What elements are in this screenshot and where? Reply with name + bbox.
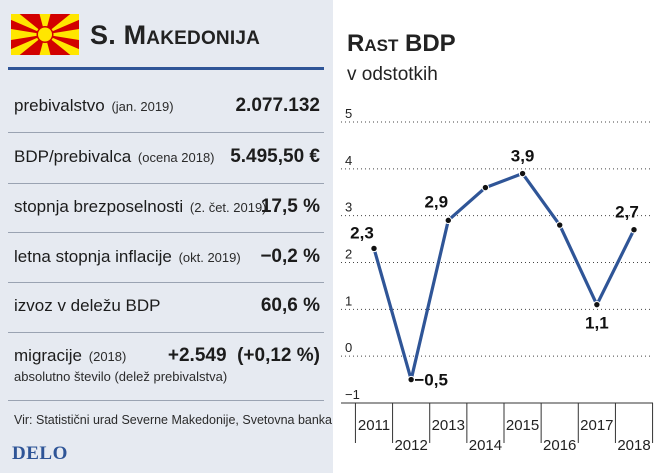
stat-label: stopnja brezposelnosti (2. čet. 2019) <box>14 197 267 217</box>
stat-label-text: izvoz v deležu BDP <box>14 296 161 315</box>
data-label: 1,1 <box>585 314 609 333</box>
data-point <box>370 244 378 253</box>
stat-note: (2. čet. 2019) <box>189 200 267 215</box>
stat-sublabel: absolutno število (delež prebivalstva) <box>14 369 228 384</box>
data-label: −0,5 <box>414 371 448 390</box>
data-point <box>556 221 564 229</box>
data-point <box>481 183 490 192</box>
row-divider <box>8 232 324 233</box>
chart-subtitle: v odstotkih <box>347 64 438 85</box>
chart-title: Rast BDP <box>347 30 456 57</box>
stat-row-population: prebivalstvo (jan. 2019) 2.077.132 <box>14 95 320 148</box>
delo-logo: DELO <box>12 443 68 464</box>
country-title: S. Makedonija <box>90 20 261 50</box>
stat-row-unemployment: stopnja brezposelnosti (2. čet. 2019) 17… <box>14 196 320 249</box>
flag-ray <box>11 14 45 35</box>
source-note: Vir: Statistični urad Severne Makedonije… <box>14 413 333 427</box>
data-label: 2,9 <box>424 192 448 211</box>
stat-value: 5.495,50 € <box>230 146 320 167</box>
stat-label-text: BDP/prebivalca <box>14 147 132 166</box>
y-tick-label: 4 <box>345 153 352 168</box>
y-tick-label: 0 <box>345 340 352 355</box>
x-tick-label: 2011 <box>358 417 390 434</box>
y-tick-label: 1 <box>345 293 352 308</box>
data-label: 2,7 <box>615 203 639 222</box>
x-tick-label: 2016 <box>543 437 576 454</box>
stat-row-gdp-per-capita: BDP/prebivalca (ocena 2018) 5.495,50 € <box>14 146 320 199</box>
data-point <box>518 169 527 178</box>
stat-label-text: migracije <box>14 346 83 365</box>
stat-row-inflation: letna stopnja inflacije (okt. 2019) −0,2… <box>14 246 320 299</box>
row-divider <box>8 282 324 283</box>
x-tick-label: 2012 <box>394 437 427 454</box>
x-tick-label: 2013 <box>432 417 465 434</box>
x-tick-label: 2014 <box>469 437 502 454</box>
data-label: 3,9 <box>511 147 535 166</box>
label-layer: 2,3 −0,5 2,9 3,9 1,1 2,7 <box>350 147 639 390</box>
stat-label: migracije (2018) <box>14 346 126 366</box>
data-point <box>630 226 638 234</box>
y-tick-label: −1 <box>345 387 360 402</box>
stat-value: 60,6 % <box>260 295 320 316</box>
flag-ray <box>45 29 79 40</box>
y-tick-label: 2 <box>345 247 352 262</box>
x-tick-label: 2015 <box>506 417 539 434</box>
stat-value: +2.549 (+0,12 %) <box>167 345 320 366</box>
data-point <box>593 300 601 309</box>
row-divider <box>8 332 324 333</box>
stat-note: (ocena 2018) <box>137 150 215 165</box>
row-divider <box>8 400 324 401</box>
stat-label-text: prebivalstvo <box>14 96 105 115</box>
row-divider <box>8 132 324 133</box>
flag-ray <box>39 14 51 35</box>
flag-ray <box>45 14 79 35</box>
stat-row-migration: migracije (2018) +2.549 (+0,12 %) absolu… <box>14 345 320 398</box>
flag-ray <box>11 34 45 55</box>
flag-ray <box>45 34 79 55</box>
row-divider <box>8 183 324 184</box>
stat-label-text: letna stopnja inflacije <box>14 247 172 266</box>
y-tick-label: 5 <box>345 106 352 121</box>
stat-row-exports: izvoz v deležu BDP 60,6 % <box>14 295 320 348</box>
stat-label-text: stopnja brezposelnosti <box>14 197 184 216</box>
stat-label: BDP/prebivalca (ocena 2018) <box>14 147 215 167</box>
stat-value: 2.077.132 <box>235 95 320 116</box>
line-layer <box>370 169 638 384</box>
flag-ray <box>11 29 45 40</box>
grid-layer <box>341 121 653 357</box>
north-macedonia-flag-icon <box>11 14 79 55</box>
title-divider <box>8 67 324 70</box>
data-label: 2,3 <box>350 223 374 242</box>
y-tick-label: 3 <box>345 200 352 215</box>
stat-value: 17,5 % <box>260 196 320 217</box>
flag-ray <box>39 34 51 55</box>
data-point <box>444 216 452 225</box>
country-facts-panel: S. Makedonija prebivalstvo (jan. 2019) 2… <box>0 0 333 473</box>
stat-note: (2018) <box>88 349 127 364</box>
stat-label: letna stopnja inflacije (okt. 2019) <box>14 247 241 267</box>
stat-label: izvoz v deležu BDP <box>14 296 160 316</box>
x-tick-label: 2018 <box>617 437 650 454</box>
stat-note: (jan. 2019) <box>111 99 174 114</box>
flag-sun <box>38 27 52 42</box>
stat-label: prebivalstvo (jan. 2019) <box>14 96 174 116</box>
data-point <box>407 375 415 384</box>
stat-note: (okt. 2019) <box>178 250 241 265</box>
x-tick-label: 2017 <box>580 417 613 434</box>
series-line <box>372 171 636 382</box>
stat-value: −0,2 % <box>260 246 320 267</box>
